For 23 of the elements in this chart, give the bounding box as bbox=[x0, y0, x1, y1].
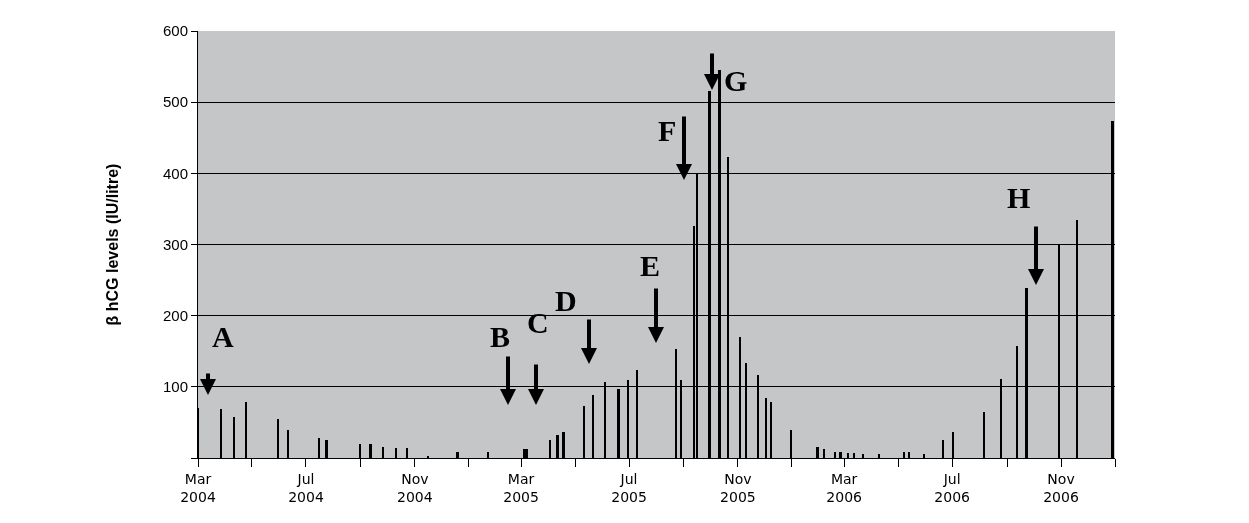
y-tick-label: 600 bbox=[162, 22, 188, 40]
annotation: F bbox=[658, 114, 677, 147]
annotation: G bbox=[724, 64, 748, 97]
y-tick-label: 300 bbox=[162, 235, 188, 253]
x-tick-label: Mar 2005 bbox=[503, 470, 539, 505]
x-tick-label: Mar 2004 bbox=[180, 470, 216, 505]
annotation: B bbox=[490, 320, 511, 353]
annotation: H bbox=[1007, 181, 1031, 214]
y-tick-label: 200 bbox=[162, 306, 188, 324]
x-tick-label: Mar 2006 bbox=[826, 470, 863, 505]
y-tick-label: 500 bbox=[162, 93, 188, 111]
x-tick-label: Jul 2004 bbox=[288, 470, 324, 505]
x-tick-label: Jul 2006 bbox=[934, 470, 971, 505]
y-axis-title: β hCG levels (IU/litre) bbox=[103, 163, 121, 326]
y-tick-label: 400 bbox=[162, 164, 188, 182]
x-tick-label: Nov 2005 bbox=[720, 470, 756, 505]
annotation: A bbox=[212, 320, 234, 353]
x-tick-label: Jul 2005 bbox=[611, 470, 647, 505]
x-tick-label: Nov 2004 bbox=[397, 470, 433, 505]
y-tick-label: 100 bbox=[162, 378, 188, 396]
annotation: E bbox=[640, 249, 661, 282]
x-tick-label: Nov 2006 bbox=[1043, 470, 1079, 505]
annotation: D bbox=[555, 284, 577, 317]
